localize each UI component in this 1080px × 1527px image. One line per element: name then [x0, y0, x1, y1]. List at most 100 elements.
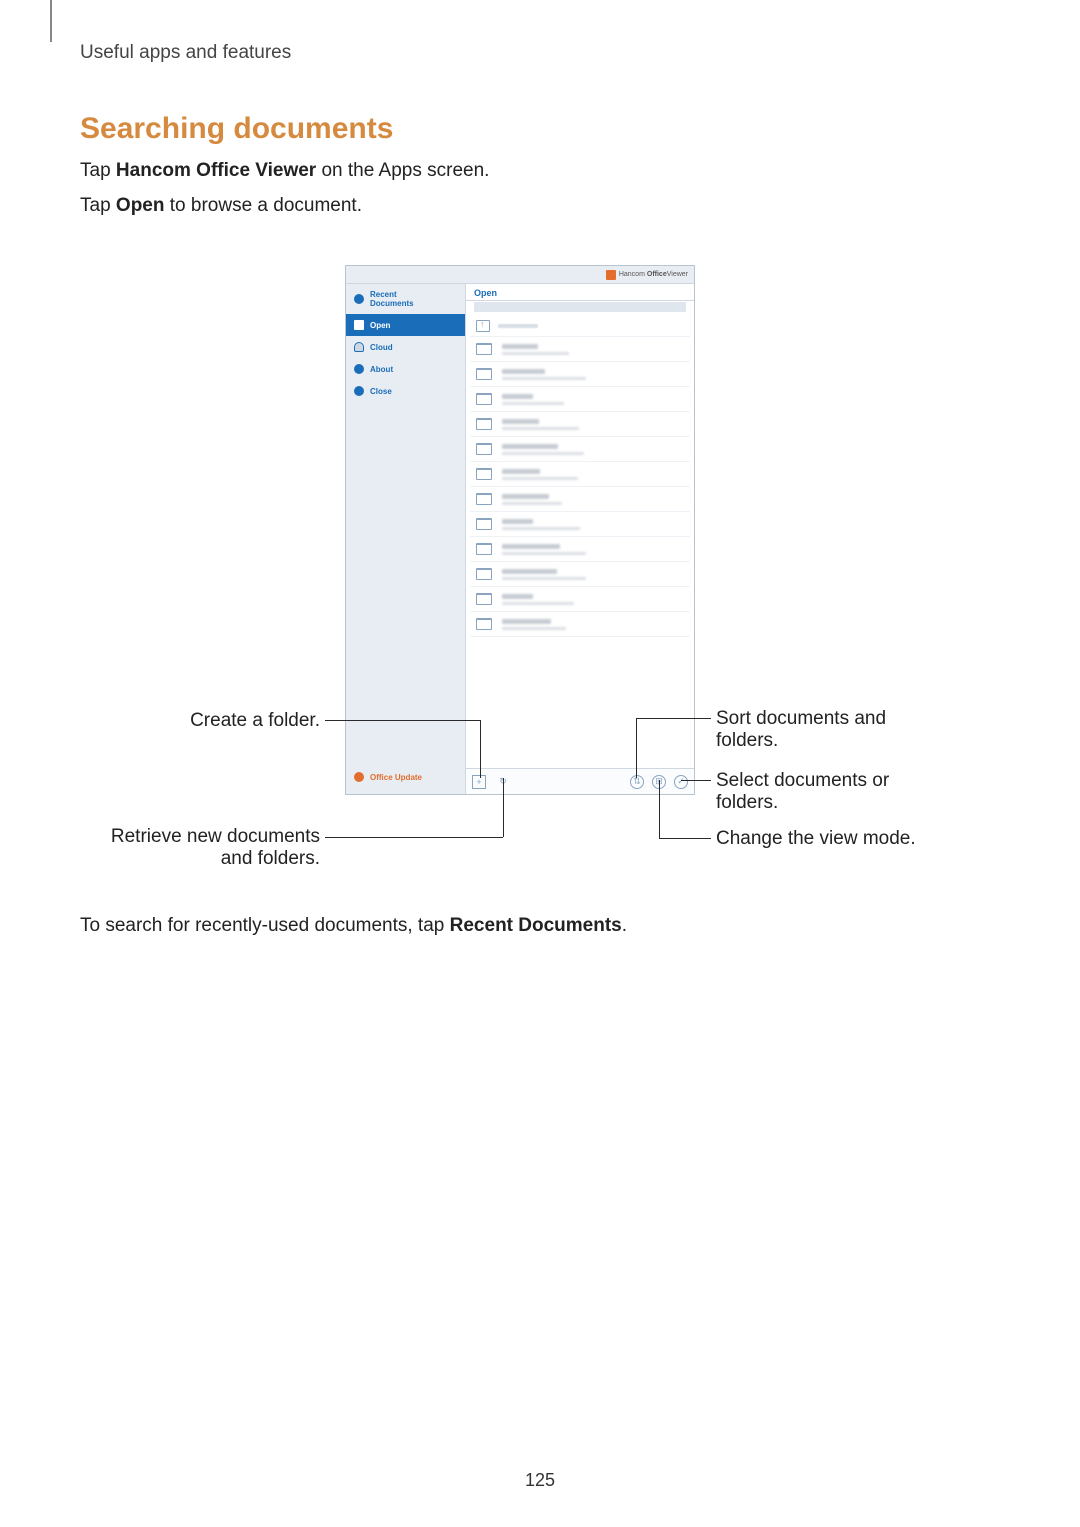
callout-view: Change the view mode.	[716, 828, 966, 850]
callout-sort: Sort documents and folders.	[716, 708, 946, 752]
final-pre: To search for recently-used documents, t…	[80, 915, 450, 936]
toolbar-left: + ↻	[472, 775, 510, 789]
folder-icon	[476, 493, 492, 505]
instr2-bold: Open	[116, 195, 165, 216]
callout-retrieve-text: Retrieve new documents and folders.	[111, 826, 320, 869]
about-label: About	[370, 365, 393, 374]
file-meta-blur	[502, 452, 584, 455]
file-row-text	[502, 394, 564, 405]
file-row[interactable]	[470, 587, 690, 612]
breadcrumb-bar[interactable]	[474, 302, 686, 312]
instruction-1: Tap Hancom Office Viewer on the Apps scr…	[80, 160, 489, 182]
file-row-text	[502, 619, 566, 630]
main-header: Open	[466, 284, 694, 301]
instr2-pre: Tap	[80, 195, 116, 216]
file-row[interactable]	[470, 412, 690, 437]
file-row[interactable]	[470, 537, 690, 562]
sidebar-top: Recent Documents Open Cloud About	[346, 284, 465, 402]
sort-icon[interactable]: ⇅	[630, 775, 644, 789]
file-row-text	[502, 569, 586, 580]
page-edge-mark	[50, 0, 52, 42]
app-screenshot: Hancom OfficeViewer Recent Documents Ope…	[345, 265, 695, 795]
callout-line-select	[681, 780, 711, 781]
file-name-blur	[502, 594, 533, 599]
callout-line-retrieve	[325, 837, 503, 838]
open-folder-icon	[354, 320, 364, 330]
file-row[interactable]	[470, 562, 690, 587]
recent-label-l1: Recent	[370, 290, 397, 299]
cloud-icon	[354, 342, 364, 352]
app-title: Hancom OfficeViewer	[619, 271, 688, 278]
folder-icon	[476, 368, 492, 380]
up-folder-icon	[476, 320, 490, 332]
folder-icon	[476, 518, 492, 530]
file-meta-blur	[502, 502, 562, 505]
recent-icon	[354, 294, 364, 304]
app-title-part3: Viewer	[667, 271, 688, 278]
folder-icon	[476, 343, 492, 355]
file-row[interactable]	[470, 387, 690, 412]
file-meta-blur	[502, 527, 580, 530]
file-name-blur	[502, 344, 538, 349]
sidebar-item-about[interactable]: About	[346, 358, 465, 380]
file-meta-blur	[502, 602, 574, 605]
callout-line-view	[659, 838, 711, 839]
file-meta-blur	[502, 402, 564, 405]
folder-icon	[476, 468, 492, 480]
app-title-part2: Office	[647, 271, 667, 278]
file-row[interactable]	[470, 487, 690, 512]
recent-label: Recent Documents	[370, 290, 414, 308]
section-title: Searching documents	[80, 112, 393, 146]
callout-line-sort	[636, 718, 711, 719]
callout-linev-view	[659, 780, 660, 838]
file-row-text	[502, 344, 569, 355]
file-meta-blur	[502, 352, 569, 355]
titlebar: Hancom OfficeViewer	[346, 266, 694, 284]
file-name-blur	[502, 444, 558, 449]
info-icon	[354, 364, 364, 374]
file-name-blur	[502, 394, 533, 399]
file-row-text	[502, 544, 586, 555]
file-name-blur	[502, 544, 560, 549]
running-header: Useful apps and features	[80, 42, 291, 64]
sidebar-item-close[interactable]: Close	[346, 380, 465, 402]
file-row[interactable]	[470, 612, 690, 637]
page-number: 125	[0, 1470, 1080, 1491]
sidebar-item-cloud[interactable]: Cloud	[346, 336, 465, 358]
sidebar-item-recent-documents[interactable]: Recent Documents	[346, 284, 465, 314]
create-folder-icon[interactable]: +	[472, 775, 486, 789]
file-meta-blur	[502, 552, 586, 555]
file-name-blur	[502, 494, 549, 499]
callout-line-create-folder	[325, 720, 480, 721]
file-row[interactable]	[470, 337, 690, 362]
callout-linev-create-folder	[480, 720, 481, 778]
instr1-pre: Tap	[80, 160, 116, 181]
folder-icon	[476, 393, 492, 405]
folder-icon	[476, 418, 492, 430]
file-meta-blur	[502, 377, 586, 380]
select-icon[interactable]: ✓	[674, 775, 688, 789]
file-meta-blur	[502, 577, 586, 580]
folder-icon	[476, 568, 492, 580]
close-icon	[354, 386, 364, 396]
callout-select: Select documents or folders.	[716, 770, 946, 814]
instruction-2: Tap Open to browse a document.	[80, 195, 362, 217]
file-row[interactable]	[470, 512, 690, 537]
close-label: Close	[370, 387, 392, 396]
go-up-row[interactable]	[470, 316, 690, 337]
file-row[interactable]	[470, 462, 690, 487]
cloud-label: Cloud	[370, 343, 393, 352]
file-row-text	[502, 469, 578, 480]
final-post: .	[622, 915, 627, 936]
file-row[interactable]	[470, 437, 690, 462]
file-name-blur	[502, 419, 539, 424]
update-label: Office Update	[370, 773, 422, 782]
file-meta-blur	[502, 427, 579, 430]
file-list	[466, 316, 694, 768]
file-name-blur	[502, 619, 551, 624]
sidebar-item-office-update[interactable]: Office Update	[346, 766, 465, 794]
file-name-blur	[502, 569, 557, 574]
sidebar-item-open[interactable]: Open	[346, 314, 465, 336]
file-row[interactable]	[470, 362, 690, 387]
callout-linev-retrieve	[503, 778, 504, 837]
